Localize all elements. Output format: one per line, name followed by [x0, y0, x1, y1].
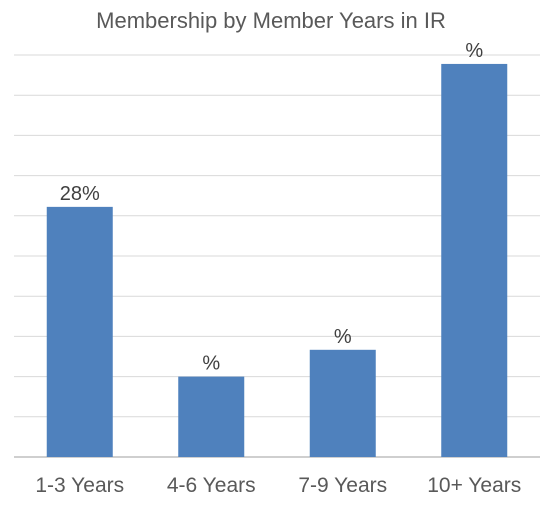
- data-label-1: 28%: [60, 183, 100, 205]
- x-tick-label-3: 7-9 Years: [298, 474, 387, 497]
- bar-3: [309, 349, 376, 457]
- bar-4: [441, 63, 508, 457]
- x-tick-label-4: 10+ Years: [427, 474, 521, 497]
- bar-1: [46, 206, 113, 457]
- chart-title: Membership by Member Years in IR: [96, 8, 446, 33]
- x-tick-label-1: 1-3 Years: [35, 474, 124, 497]
- data-label-2: %: [202, 353, 220, 375]
- data-label-3: %: [334, 326, 352, 348]
- bar-2: [178, 376, 245, 457]
- data-label-4: %: [465, 40, 483, 62]
- x-tick-label-2: 4-6 Years: [167, 474, 256, 497]
